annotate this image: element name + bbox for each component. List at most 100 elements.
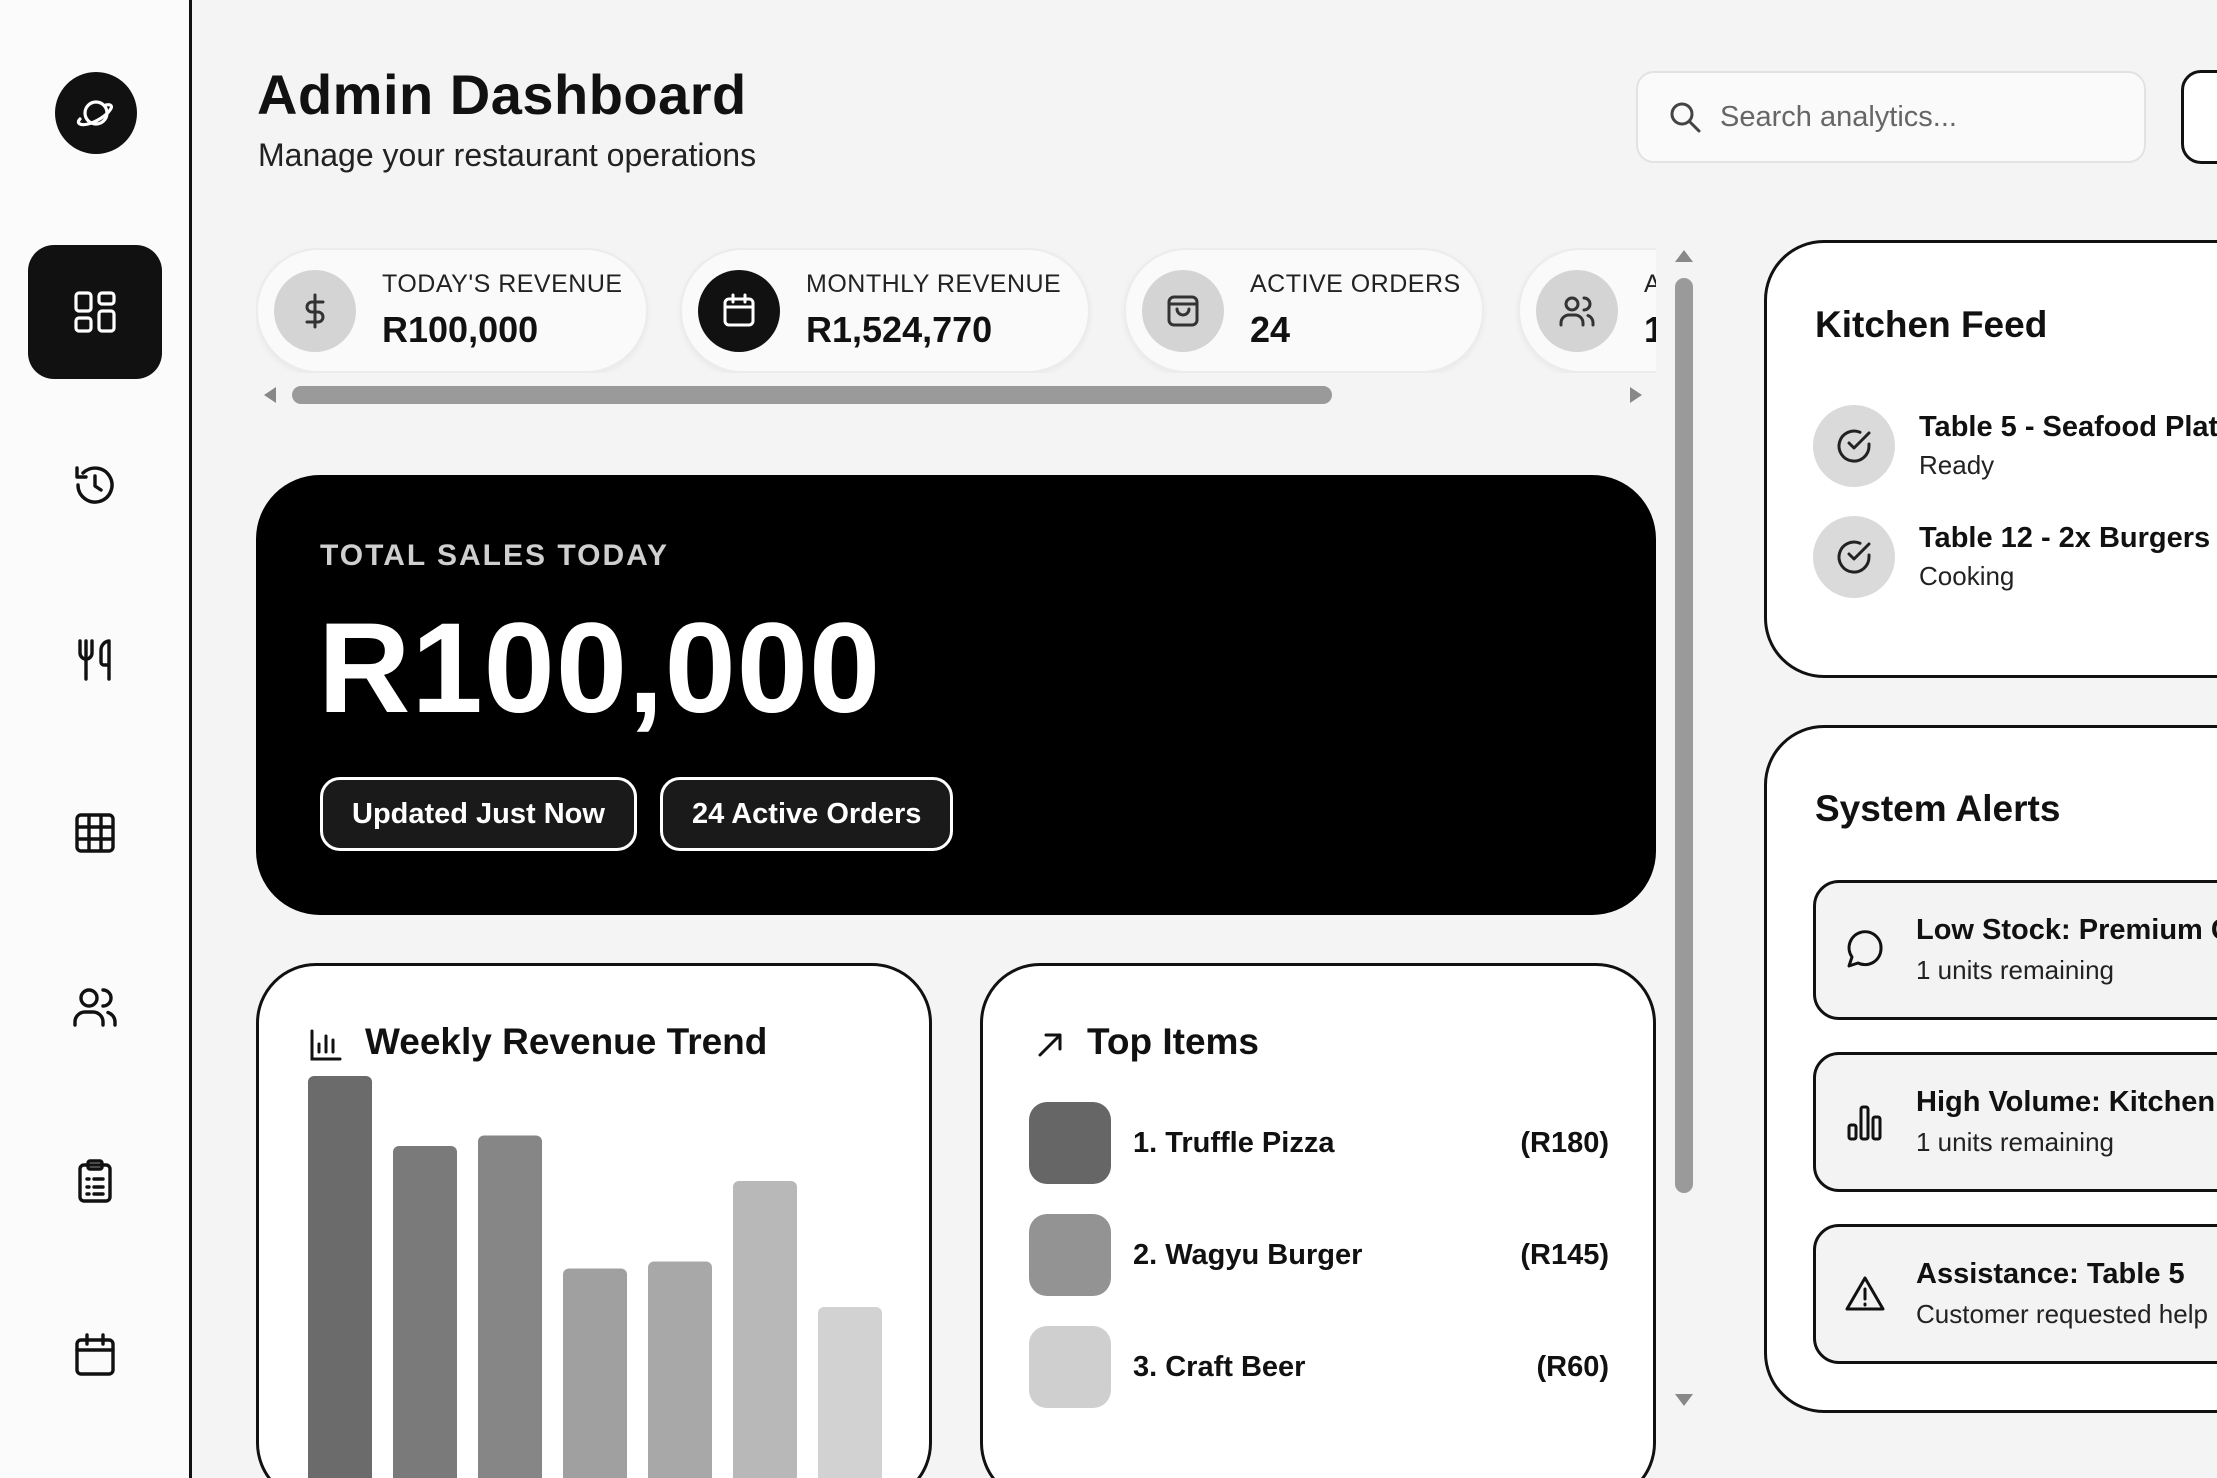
chart-bar[interactable]	[563, 1268, 627, 1478]
sidebar-item-tables[interactable]	[28, 766, 162, 900]
check-circle-icon	[1837, 540, 1871, 574]
sidebar-item-dashboard[interactable]	[28, 245, 162, 379]
top-item-row[interactable]: 3. Craft Beer (R60)	[1029, 1326, 1609, 1408]
chart-bar[interactable]	[478, 1135, 542, 1478]
planet-icon	[76, 100, 113, 127]
item-price: (R180)	[1520, 1126, 1609, 1159]
active-orders-pill[interactable]: 24 Active Orders	[660, 777, 954, 851]
item-name: 3. Craft Beer	[1133, 1350, 1306, 1383]
tables-grid-icon	[75, 813, 115, 853]
stat-icon	[1536, 269, 1618, 352]
sidebar-item-reservations[interactable]	[28, 1288, 162, 1422]
stat-label: A	[1644, 270, 1656, 298]
stat-value: 24	[1250, 309, 1291, 350]
total-sales-card: TOTAL SALES TODAY R100,000 Updated Just …	[256, 475, 1656, 915]
stat-label: ACTIVE ORDERS	[1250, 270, 1461, 298]
search-input[interactable]	[1720, 100, 2120, 134]
stat-value: R100,000	[382, 309, 539, 350]
calendar-icon	[723, 293, 755, 326]
alert-subtitle: 1 units remaining	[1916, 955, 2114, 985]
kitchen-feed-panel: Kitchen Feed Table 5 - Seafood Platter R…	[1764, 240, 2217, 678]
alert-title: Low Stock: Premium Gin	[1916, 914, 2217, 946]
top-item-row[interactable]: 1. Truffle Pizza (R180)	[1029, 1102, 1609, 1184]
feed-item-title: Table 5 - Seafood Platter	[1919, 411, 2217, 443]
system-alerts-panel: System Alerts Low Stock: Premium Gin 1 u…	[1764, 725, 2217, 1413]
item-thumbnail	[1029, 1214, 1111, 1296]
item-price: (R60)	[1536, 1350, 1609, 1383]
stat-icon	[274, 269, 356, 352]
main-vertical-scrollbar[interactable]	[1672, 248, 1696, 1408]
item-name: 2. Wagyu Burger	[1133, 1238, 1363, 1271]
chart-bar[interactable]	[648, 1261, 712, 1478]
trending-arrow-icon	[1038, 1033, 1062, 1057]
stat-card-customers[interactable]: A 1	[1518, 248, 1656, 373]
sidebar-item-history[interactable]	[28, 418, 162, 552]
alert-card-low-stock[interactable]: Low Stock: Premium Gin 1 units remaining	[1813, 880, 2217, 1020]
updated-pill[interactable]: Updated Just Now	[320, 777, 637, 851]
weekly-revenue-chart	[308, 1076, 882, 1478]
dollar-icon	[305, 293, 325, 328]
stats-horizontal-scrollbar[interactable]	[262, 382, 1642, 406]
header-action-button[interactable]	[2181, 70, 2217, 164]
top-items-panel: Top Items 1. Truffle Pizza (R180) 2. Wag…	[980, 963, 1656, 1478]
feed-item-status: Ready	[1919, 450, 1995, 480]
sidebar	[0, 0, 192, 1478]
stat-label: MONTHLY REVENUE	[806, 270, 1062, 298]
page-title: Admin Dashboard	[257, 63, 747, 126]
top-items-title: Top Items	[1087, 1021, 1259, 1062]
sidebar-item-staff[interactable]	[28, 940, 162, 1074]
chart-bar[interactable]	[308, 1076, 372, 1478]
sidebar-item-menu[interactable]	[28, 592, 162, 726]
stat-label: TODAY'S REVENUE	[382, 270, 623, 298]
alert-title: High Volume: Kitchen	[1916, 1086, 2216, 1118]
scrollbar-thumb[interactable]	[292, 386, 1332, 404]
check-circle-icon	[1837, 429, 1871, 463]
item-thumbnail	[1029, 1102, 1111, 1184]
weekly-revenue-panel: Weekly Revenue Trend	[256, 963, 932, 1478]
scrollbar-thumb[interactable]	[1675, 278, 1693, 1193]
feed-status-badge	[1813, 516, 1895, 598]
clipboard-icon	[78, 1159, 112, 1203]
chart-bar[interactable]	[818, 1307, 882, 1478]
alert-subtitle: Customer requested help	[1916, 1299, 2208, 1329]
dashboard-grid-icon	[74, 291, 116, 333]
chart-bar[interactable]	[393, 1146, 457, 1478]
feed-item-status: Cooking	[1919, 561, 2015, 591]
search-bar[interactable]	[1636, 71, 2146, 163]
feed-item-title: Table 12 - 2x Burgers -	[1919, 522, 2217, 554]
logo[interactable]	[55, 72, 137, 154]
page-subtitle: Manage your restaurant operations	[258, 137, 757, 173]
message-circle-icon	[1847, 930, 1883, 968]
alert-card-assistance[interactable]: Assistance: Table 5 Customer requested h…	[1813, 1224, 2217, 1364]
stat-value: R1,524,770	[806, 309, 993, 350]
kitchen-feed-item[interactable]: Table 5 - Seafood Platter Ready	[1813, 403, 2217, 489]
stat-card-todays-revenue[interactable]: TODAY'S REVENUE R100,000	[256, 248, 648, 373]
shopping-bag-icon	[1167, 295, 1199, 326]
weekly-revenue-title: Weekly Revenue Trend	[365, 1021, 768, 1062]
calendar-icon	[75, 1333, 115, 1376]
scroll-up-arrow-icon[interactable]	[1675, 250, 1693, 262]
feed-status-badge	[1813, 405, 1895, 487]
stat-card-active-orders[interactable]: ACTIVE ORDERS 24	[1124, 248, 1484, 373]
chart-bar[interactable]	[733, 1181, 797, 1478]
kitchen-feed-item[interactable]: Table 12 - 2x Burgers - Cooking	[1813, 514, 2217, 600]
warning-triangle-icon	[1845, 1276, 1885, 1311]
stat-icon	[698, 269, 780, 352]
alert-card-high-volume[interactable]: High Volume: Kitchen 1 units remaining	[1813, 1052, 2217, 1192]
stat-value: 1	[1644, 309, 1656, 350]
sidebar-item-orders[interactable]	[28, 1114, 162, 1248]
users-icon	[73, 988, 117, 1027]
alert-subtitle: 1 units remaining	[1916, 1127, 2114, 1157]
top-item-row[interactable]: 2. Wagyu Burger (R145)	[1029, 1214, 1609, 1296]
scroll-down-arrow-icon[interactable]	[1675, 1394, 1693, 1406]
stats-strip: TODAY'S REVENUE R100,000 MONTHLY REVENUE…	[256, 248, 1656, 373]
kitchen-feed-title: Kitchen Feed	[1815, 304, 2048, 345]
scroll-right-arrow-icon[interactable]	[1630, 387, 1642, 403]
item-price: (R145)	[1520, 1238, 1609, 1271]
total-sales-value: R100,000	[318, 597, 882, 740]
item-thumbnail	[1029, 1326, 1111, 1408]
bar-chart-icon	[1847, 1105, 1882, 1141]
scroll-left-arrow-icon[interactable]	[264, 387, 276, 403]
stat-card-monthly-revenue[interactable]: MONTHLY REVENUE R1,524,770	[680, 248, 1090, 373]
